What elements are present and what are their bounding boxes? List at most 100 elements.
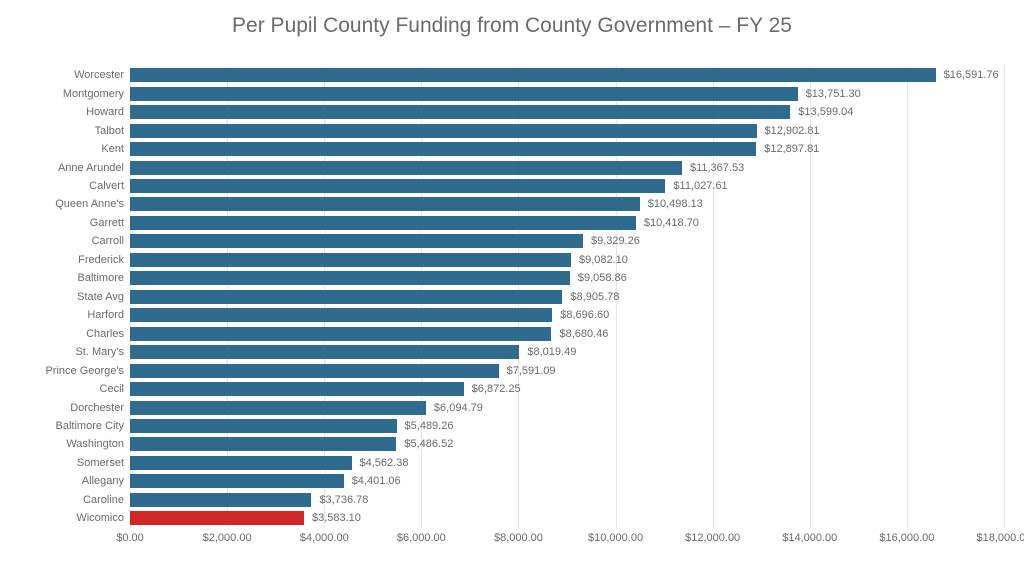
bar [130, 308, 552, 322]
bar-value-label: $11,027.61 [673, 180, 727, 192]
plot-area: $0.00$2,000.00$4,000.00$6,000.00$8,000.0… [130, 66, 1004, 546]
x-axis-tick-label: $8,000.00 [494, 532, 543, 544]
bar-row: Queen Anne's$10,498.13 [130, 195, 1004, 213]
y-axis-category-label: State Avg [77, 291, 130, 303]
y-axis-category-label: Calvert [89, 180, 130, 192]
bar [130, 511, 304, 525]
bar-value-label: $16,591.76 [944, 69, 999, 81]
bar-value-label: $8,905.78 [570, 291, 619, 303]
bar-row: Cecil$6,872.25 [130, 380, 1004, 398]
bar-row: Prince George's$7,591.09 [130, 361, 1004, 379]
x-axis-tick-label: $6,000.00 [397, 532, 446, 544]
bar-value-label: $8,696.60 [560, 309, 609, 321]
y-axis-category-label: Allegany [82, 475, 130, 487]
x-axis-tick-label: $12,000.00 [685, 532, 740, 544]
bar-value-label: $13,599.04 [798, 106, 853, 118]
bar-value-label: $13,751.30 [806, 88, 861, 100]
bar-value-label: $6,872.25 [472, 383, 521, 395]
y-axis-category-label: Montgomery [63, 88, 130, 100]
bar-row: Baltimore$9,058.86 [130, 269, 1004, 287]
bar-row: Kent$12,897.81 [130, 140, 1004, 158]
y-axis-category-label: Charles [86, 328, 130, 340]
bar-value-label: $3,583.10 [312, 512, 361, 524]
bar [130, 456, 352, 470]
bar-row: Montgomery$13,751.30 [130, 84, 1004, 102]
y-axis-category-label: Worcester [74, 69, 130, 81]
bar-value-label: $9,058.86 [578, 272, 627, 284]
chart-container: Per Pupil County Funding from County Gov… [0, 0, 1024, 576]
x-axis-tick-label: $0.00 [116, 532, 144, 544]
y-axis-category-label: Queen Anne's [55, 198, 130, 210]
y-axis-category-label: Prince George's [45, 365, 130, 377]
chart-title: Per Pupil County Funding from County Gov… [0, 14, 1024, 38]
bar-value-label: $7,591.09 [507, 365, 556, 377]
x-axis-tick-label: $10,000.00 [588, 532, 643, 544]
bar [130, 437, 396, 451]
y-axis-category-label: Caroline [83, 494, 130, 506]
bar [130, 474, 344, 488]
bar-row: Frederick$9,082.10 [130, 251, 1004, 269]
bar-value-label: $8,680.46 [559, 328, 608, 340]
y-axis-category-label: Harford [87, 309, 130, 321]
gridline [1004, 66, 1005, 528]
x-axis-tick-label: $4,000.00 [300, 532, 349, 544]
bar-row: Somerset$4,562.38 [130, 454, 1004, 472]
bar [130, 253, 571, 267]
x-axis-tick-label: $14,000.00 [782, 532, 837, 544]
y-axis-category-label: Wicomico [76, 512, 130, 524]
y-axis-category-label: Talbot [95, 125, 130, 137]
y-axis-category-label: Frederick [78, 254, 130, 266]
bar [130, 234, 583, 248]
x-axis-tick-label: $2,000.00 [203, 532, 252, 544]
bar-row: Harford$8,696.60 [130, 306, 1004, 324]
bar-value-label: $5,489.26 [405, 420, 454, 432]
bar-row: Charles$8,680.46 [130, 324, 1004, 342]
bar [130, 419, 397, 433]
bar [130, 290, 562, 304]
bar-row: Carroll$9,329.26 [130, 232, 1004, 250]
bar [130, 327, 551, 341]
y-axis-category-label: Garrett [90, 217, 130, 229]
y-axis-category-label: Dorchester [70, 402, 130, 414]
bar [130, 401, 426, 415]
y-axis-category-label: Kent [101, 143, 130, 155]
bar-value-label: $5,486.52 [404, 438, 453, 450]
bar [130, 382, 464, 396]
y-axis-category-label: Somerset [77, 457, 130, 469]
bar-row: Howard$13,599.04 [130, 103, 1004, 121]
x-axis-tick-label: $18,000.00 [976, 532, 1024, 544]
bar-value-label: $12,902.81 [765, 125, 820, 137]
bar [130, 161, 682, 175]
bar-value-label: $10,418.70 [644, 217, 699, 229]
bar [130, 345, 519, 359]
bar-value-label: $6,094.79 [434, 402, 483, 414]
bar-value-label: $12,897.81 [764, 143, 819, 155]
y-axis-category-label: St. Mary's [75, 346, 130, 358]
bar-row: Caroline$3,736.78 [130, 491, 1004, 509]
bar [130, 142, 756, 156]
bar-row: Washington$5,486.52 [130, 435, 1004, 453]
bar [130, 179, 665, 193]
bar-value-label: $4,562.38 [360, 457, 409, 469]
y-axis-category-label: Carroll [92, 235, 130, 247]
bar-row: Garrett$10,418.70 [130, 214, 1004, 232]
bar [130, 364, 499, 378]
bar [130, 271, 570, 285]
y-axis-category-label: Cecil [100, 383, 130, 395]
bar-value-label: $4,401.06 [352, 475, 401, 487]
bar [130, 493, 311, 507]
bar-value-label: $9,082.10 [579, 254, 628, 266]
bar-value-label: $8,019.49 [527, 346, 576, 358]
y-axis-category-label: Anne Arundel [58, 162, 130, 174]
bar-row: Wicomico$3,583.10 [130, 509, 1004, 527]
bar [130, 197, 640, 211]
bar-row: State Avg$8,905.78 [130, 288, 1004, 306]
bar-row: St. Mary's$8,019.49 [130, 343, 1004, 361]
bar-row: Talbot$12,902.81 [130, 121, 1004, 139]
bar-row: Allegany$4,401.06 [130, 472, 1004, 490]
bar-row: Dorchester$6,094.79 [130, 398, 1004, 416]
bar-value-label: $11,367.53 [690, 162, 744, 174]
y-axis-category-label: Howard [86, 106, 130, 118]
bar-value-label: $9,329.26 [591, 235, 640, 247]
bar-row: Worcester$16,591.76 [130, 66, 1004, 84]
